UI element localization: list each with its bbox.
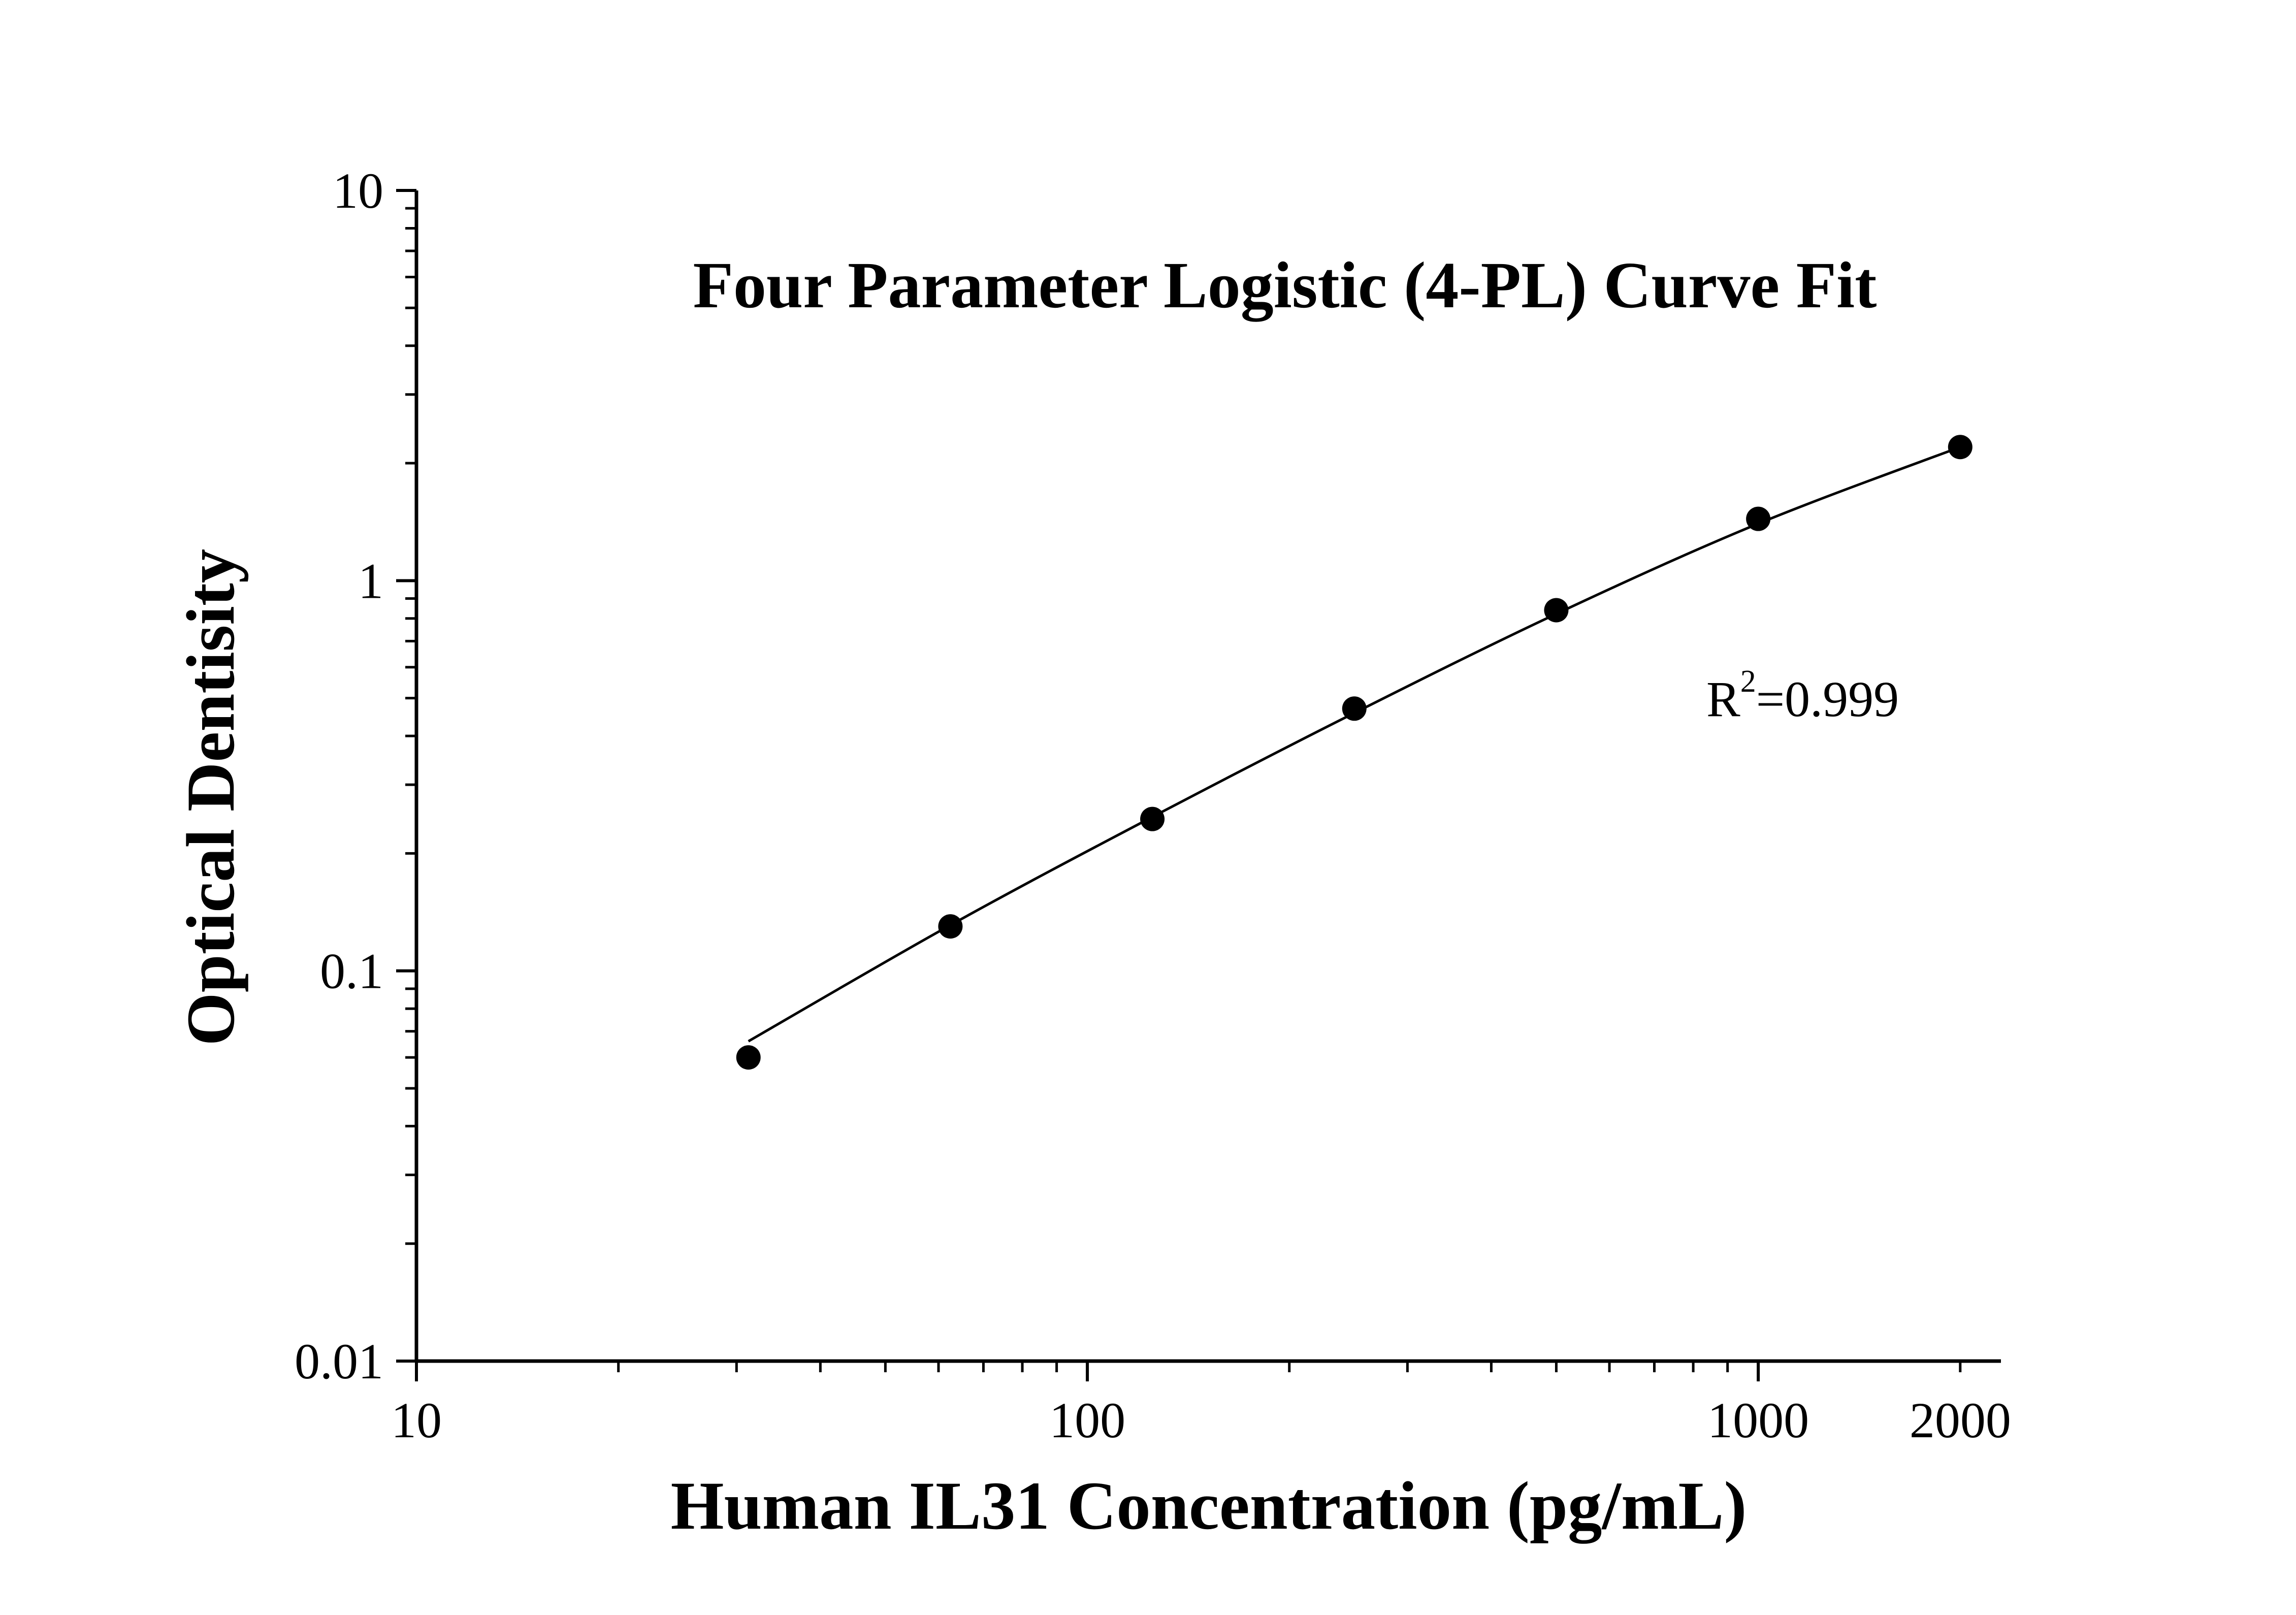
x-tick-label: 10	[391, 1392, 442, 1448]
x-tick-label: 1000	[1707, 1392, 1809, 1448]
chart-title: Four Parameter Logistic (4-PL) Curve Fit	[693, 249, 1877, 322]
r-squared-superscript: 2	[1740, 664, 1756, 699]
y-tick-label: 1	[358, 553, 383, 609]
tick-labels: 0.01 0.1 1 10 10 100 1000 2000	[295, 163, 2011, 1448]
r-squared-value: =0.999	[1756, 671, 1899, 727]
data-point	[1948, 435, 1972, 460]
y-axis-title: Optical Dentisity	[173, 549, 249, 1046]
data-point	[938, 914, 963, 939]
data-points	[736, 435, 1972, 1070]
r-squared-annotation: R2=0.999	[1706, 664, 1899, 727]
data-point	[1140, 806, 1165, 831]
fit-curve	[748, 445, 1961, 1043]
data-point	[1746, 506, 1771, 531]
data-point	[1342, 696, 1367, 721]
data-point	[736, 1045, 761, 1070]
y-tick-label: 10	[333, 163, 383, 219]
x-axis-title: Human IL31 Concentration (pg/mL)	[671, 1468, 1747, 1544]
y-tick-label: 0.01	[295, 1333, 383, 1390]
fit-curve-line	[748, 445, 1961, 1043]
r-squared-prefix: R	[1706, 671, 1740, 727]
x-tick-label: 2000	[1910, 1392, 2011, 1448]
data-point	[1544, 598, 1569, 623]
tick-marks	[396, 189, 1962, 1381]
y-tick-label: 0.1	[320, 943, 383, 999]
x-tick-label: 100	[1049, 1392, 1125, 1448]
axes	[414, 190, 2001, 1363]
